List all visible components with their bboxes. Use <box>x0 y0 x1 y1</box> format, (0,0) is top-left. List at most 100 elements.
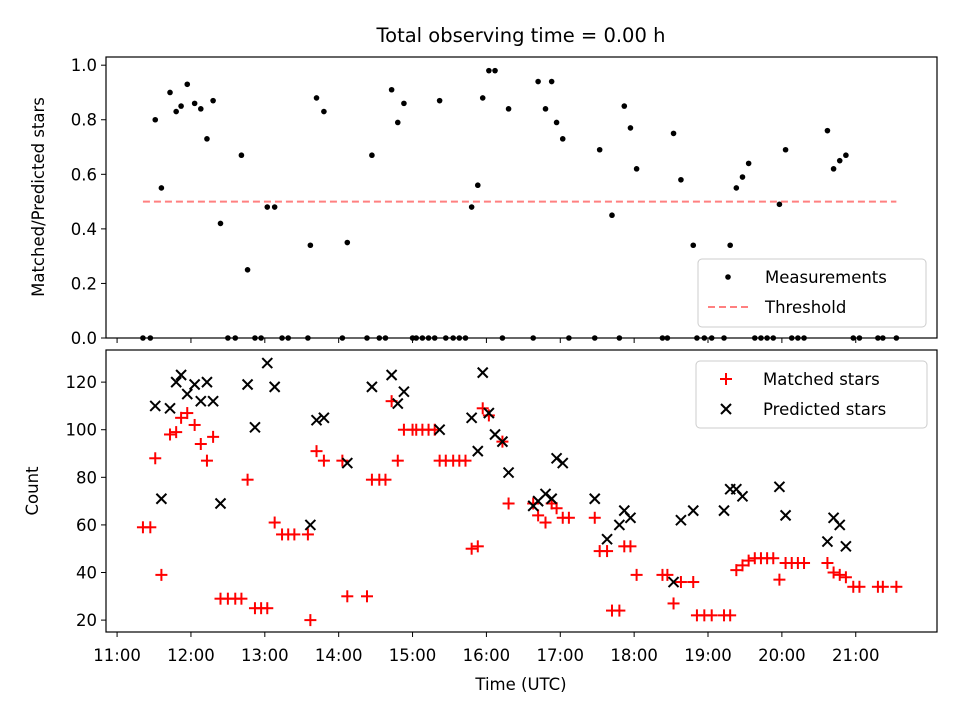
bottom-x-ticks: 11:00 12:00 13:00 14:00 15:00 16:00 17:00 18:00… <box>93 632 880 665</box>
matched-star-point-50 <box>482 409 495 422</box>
matched-star-point-24 <box>301 528 314 541</box>
predicted-star-point-51 <box>821 535 834 548</box>
legend-measurements-marker <box>725 274 731 280</box>
measurement-point-84 <box>776 201 783 208</box>
top-panel: 0.0 0.2 0.4 0.6 0.8 1.0 Matched/Predicted sta… <box>29 56 938 348</box>
matched-star-point-33 <box>379 473 392 486</box>
matched-star-point-75 <box>705 609 718 622</box>
measurement-point-85 <box>782 146 789 153</box>
top-y-tick-label-5: 1.0 <box>71 56 97 75</box>
legend-matched-label: Matched stars <box>763 370 880 389</box>
predicted-star-point-7 <box>195 395 207 407</box>
predicted-star-point-41 <box>624 512 637 524</box>
matched-star-point-79 <box>736 559 749 572</box>
measurement-point-46 <box>468 204 475 210</box>
matched-star-point-93 <box>839 571 852 584</box>
matched-star-point-66 <box>624 540 637 553</box>
measurement-point-26 <box>321 108 327 115</box>
bottom-x-tick-label-6: 17:00 <box>536 646 584 665</box>
bottom-y-tick-label-0: 20 <box>76 611 97 630</box>
matched-star-point-69 <box>661 568 674 581</box>
legend-predicted-label: Predicted stars <box>763 400 886 419</box>
bottom-x-tick-label-4: 15:00 <box>389 646 437 665</box>
matched-star-point-15 <box>235 592 248 605</box>
measurement-point-15 <box>238 152 245 159</box>
measurement-point-77 <box>733 185 740 191</box>
matched-star-point-55 <box>539 516 552 529</box>
measurement-point-16 <box>244 266 251 273</box>
predicted-star-point-4 <box>175 369 187 381</box>
top-y-tick-label-4: 0.8 <box>71 111 97 130</box>
predicted-star-point-48 <box>736 490 749 503</box>
top-y-axis-label: Matched/Predicted stars <box>29 97 48 297</box>
bottom-y-tick-label-3: 80 <box>76 468 97 487</box>
predicted-star-point-22 <box>398 385 410 398</box>
measurement-point-28 <box>344 239 351 246</box>
measurement-point-50 <box>492 67 498 74</box>
predicted-star-point-30 <box>502 466 515 479</box>
chart-title: Total observing time = 0.00 h <box>376 24 666 47</box>
bottom-x-tick-label-5: 16:00 <box>463 646 511 665</box>
matched-stars-points <box>136 395 903 627</box>
bottom-x-tick-label-0: 11:00 <box>93 646 141 665</box>
matched-star-point-97 <box>876 580 889 593</box>
predicted-star-point-23 <box>433 424 446 436</box>
measurement-point-24 <box>307 242 314 249</box>
matched-star-point-10 <box>200 454 213 467</box>
matched-star-point-16 <box>241 473 254 486</box>
measurement-point-3 <box>158 185 165 191</box>
matched-star-point-77 <box>724 609 737 622</box>
top-legend: Measurements Threshold <box>697 258 927 328</box>
matched-star-point-11 <box>207 430 220 443</box>
matched-star-point-80 <box>742 554 755 567</box>
predicted-star-point-17 <box>318 412 330 424</box>
measurement-point-33 <box>388 86 395 93</box>
bottom-x-tick-label-8: 19:00 <box>684 646 732 665</box>
bottom-y-axis-label: Count <box>23 466 42 516</box>
bottom-x-tick-label-3: 14:00 <box>315 646 363 665</box>
measurement-point-8 <box>191 100 198 107</box>
measurement-point-48 <box>479 95 486 101</box>
measurement-point-58 <box>559 136 566 142</box>
matched-star-point-71 <box>674 576 687 589</box>
measurement-point-12 <box>217 220 224 227</box>
predicted-star-point-45 <box>718 504 730 517</box>
matched-star-point-95 <box>853 580 866 593</box>
predicted-star-point-18 <box>341 457 354 469</box>
measurement-point-64 <box>621 103 628 109</box>
predicted-star-point-34 <box>545 493 558 505</box>
predicted-star-point-42 <box>667 576 680 588</box>
matched-star-point-23 <box>288 528 301 541</box>
predicted-star-point-12 <box>249 421 261 434</box>
bottom-y-tick-label-4: 100 <box>66 421 98 440</box>
predicted-star-point-49 <box>773 481 786 493</box>
matched-star-point-49 <box>476 402 489 415</box>
predicted-star-point-14 <box>268 381 281 393</box>
predicted-star-point-10 <box>214 497 227 510</box>
measurement-point-2 <box>152 116 159 123</box>
predicted-star-point-6 <box>188 378 201 391</box>
matched-star-point-20 <box>268 516 281 529</box>
measurement-point-71 <box>690 242 697 249</box>
measurement-point-25 <box>313 95 320 101</box>
measurement-point-92 <box>843 152 849 159</box>
predicted-star-point-29 <box>496 435 509 448</box>
measurement-point-79 <box>745 160 752 167</box>
matched-star-point-53 <box>527 497 540 510</box>
measurement-point-56 <box>548 78 555 85</box>
measurement-point-34 <box>394 119 401 126</box>
matched-star-point-5 <box>170 426 183 439</box>
measurement-point-6 <box>178 103 184 109</box>
matched-star-point-2 <box>149 452 162 465</box>
measurement-point-91 <box>836 157 843 164</box>
matched-star-point-46 <box>459 454 472 467</box>
bottom-x-tick-label-7: 18:00 <box>610 646 658 665</box>
predicted-star-point-26 <box>477 366 489 379</box>
matched-star-point-70 <box>667 597 680 610</box>
bottom-x-tick-label-2: 13:00 <box>241 646 289 665</box>
measurement-point-66 <box>633 166 640 172</box>
matched-star-point-47 <box>465 542 478 555</box>
predicted-star-point-24 <box>465 412 478 424</box>
bottom-axes-frame <box>105 349 938 633</box>
